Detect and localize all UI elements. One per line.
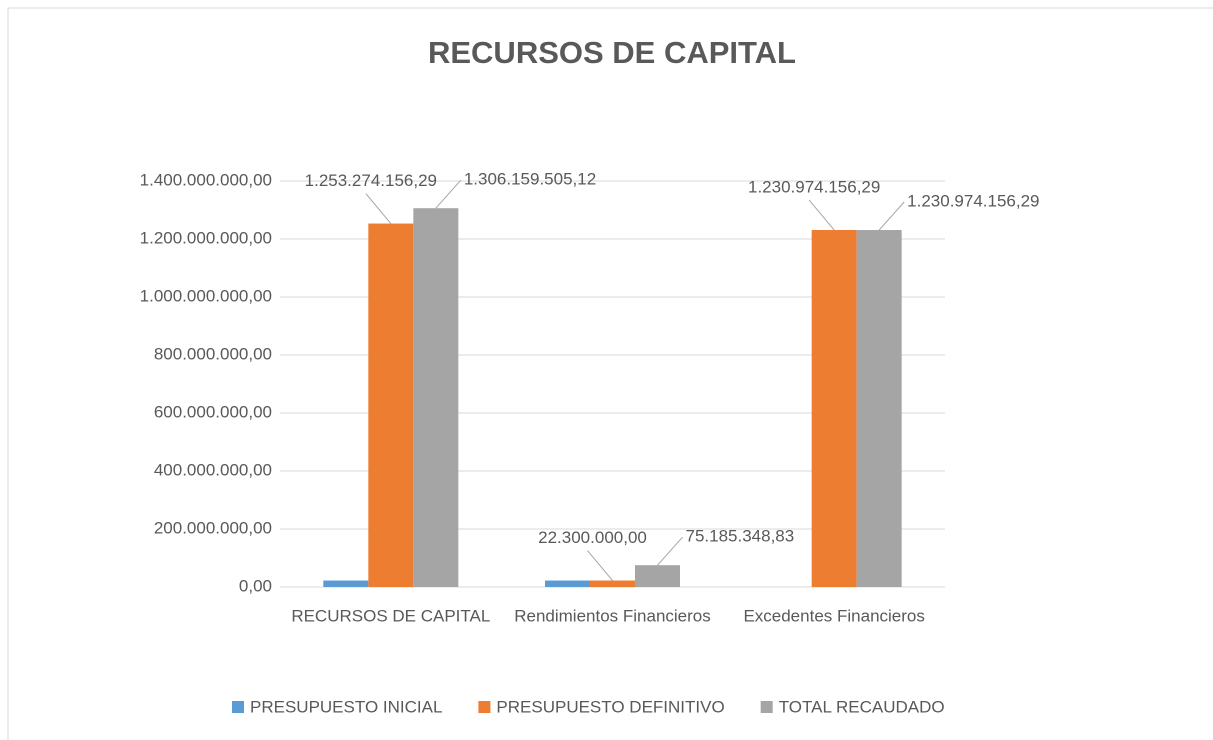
legend-swatch [232, 701, 244, 713]
leader-line [808, 199, 835, 231]
data-label: 22.300.000,00 [538, 528, 647, 547]
bar [856, 230, 902, 587]
data-label: 1.230.974.156,29 [748, 178, 880, 197]
data-label: 1.306.159.505,12 [464, 170, 596, 189]
data-label: 1.230.974.156,29 [907, 192, 1039, 211]
leader-line [365, 193, 392, 224]
leader-line [657, 536, 683, 566]
legend-swatch [760, 701, 773, 713]
bar [590, 580, 635, 587]
legend-label: TOTAL RECAUDADO [779, 697, 945, 716]
y-tick-label: 400.000.000,00 [154, 460, 272, 479]
legend-label: PRESUPUESTO INICIAL [250, 697, 442, 716]
y-tick-label: 800.000.000,00 [154, 344, 272, 363]
bar [413, 208, 459, 587]
bar [635, 565, 680, 587]
chart-frame [7, 7, 1213, 740]
y-tick-label: 1.000.000.000,00 [140, 286, 272, 305]
bar [368, 223, 414, 588]
leader-line [435, 179, 462, 209]
bar [323, 580, 369, 587]
y-tick-label: 0,00 [239, 576, 272, 595]
y-tick-label: 200.000.000,00 [154, 518, 272, 537]
x-tick-label: Excedentes Financieros [743, 606, 924, 625]
x-tick-label: RECURSOS DE CAPITAL [291, 606, 490, 625]
y-tick-label: 1.400.000.000,00 [140, 170, 272, 189]
x-tick-label: Rendimientos Financieros [514, 606, 711, 625]
bar [545, 580, 590, 587]
leader-line [587, 550, 613, 581]
leader-line [878, 201, 905, 231]
chart-title: RECURSOS DE CAPITAL [428, 35, 796, 70]
data-label: 75.185.348,83 [686, 527, 795, 546]
bar [811, 230, 857, 587]
data-label: 1.253.274.156,29 [305, 171, 437, 190]
y-tick-label: 600.000.000,00 [154, 402, 272, 421]
legend-label: PRESUPUESTO DEFINITIVO [496, 697, 724, 716]
y-tick-label: 1.200.000.000,00 [140, 228, 272, 247]
legend-swatch [478, 701, 491, 713]
